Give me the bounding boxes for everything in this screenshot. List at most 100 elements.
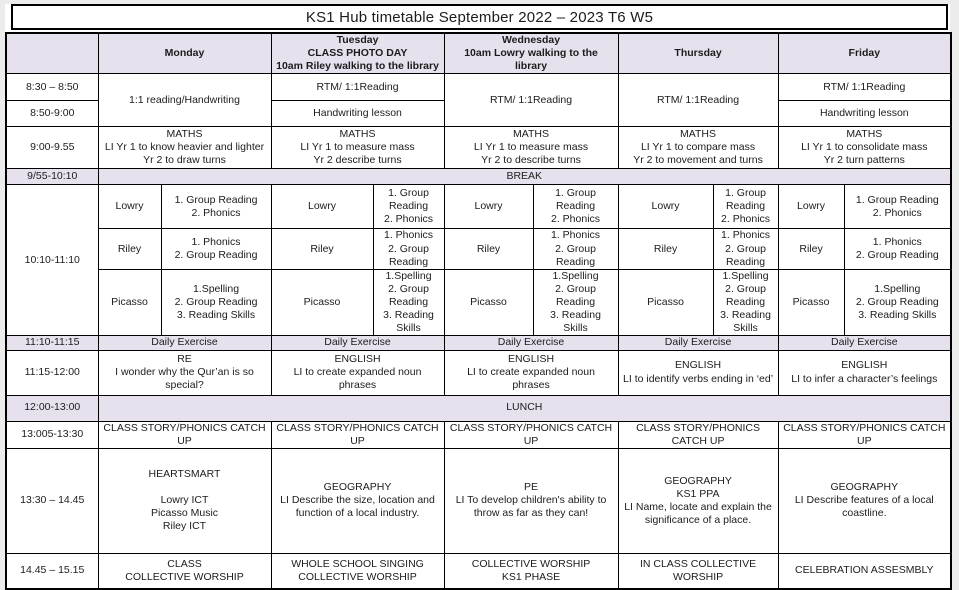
day-note: CLASS PHOTO DAY [307, 47, 408, 60]
text-line: 1. Phonics [721, 229, 771, 242]
subject-label: MATHS [166, 128, 203, 141]
cell-tuesday-picasso-name: Picasso [270, 268, 374, 337]
subject-label: MATHS [513, 128, 550, 141]
text-line: 1. Phonics [384, 229, 434, 242]
cell-thursday-worship: IN CLASS COLLECTIVE WORSHIP [617, 552, 779, 590]
cell-monday-lowry-name: Lowry [97, 184, 162, 230]
cell-thursday-riley-name: Riley [617, 228, 714, 270]
text-line: 3. Reading Skills [550, 309, 601, 335]
text-line: Lowry ICT [160, 494, 209, 507]
timetable-document: KS1 Hub timetable September 2022 – 2023 … [5, 4, 953, 590]
cell-thursday-lowry-name: Lowry [617, 184, 714, 230]
time-cell-1330: 13:30 – 14.45 [5, 447, 99, 554]
text-line: LI Yr 1 to measure mass [300, 141, 415, 154]
cell-friday-riley-name: Riley [777, 228, 845, 270]
cell-thursday-early: RTM/ 1:1Reading [617, 73, 779, 128]
subject-label: GEOGRAPHY [323, 481, 392, 494]
cell-thursday-class-story: CLASS STORY/PHONICS CATCH UP [617, 420, 779, 449]
text-line: I wonder why the Qur’an is so special? [115, 365, 254, 392]
text-line: 2. Phonics [191, 206, 241, 219]
text-line: 2. Group Reading [555, 242, 596, 268]
time-cell-1010: 10:10-11:10 [5, 184, 99, 337]
cell-tuesday-0850: Handwriting lesson [270, 100, 445, 128]
text-line: 1.Spelling [552, 269, 599, 282]
text-line: 2. Phonics [551, 213, 601, 226]
cell-tuesday-maths: MATHS LI Yr 1 to measure mass Yr 2 descr… [270, 126, 445, 170]
cell-wednesday-daily-exercise: Daily Exercise [443, 335, 619, 351]
text-line: 2. Phonics [384, 213, 434, 226]
text-line: 1. Phonics [551, 229, 601, 242]
text-line: 3. Reading Skills [383, 309, 434, 335]
row-0850: 8:50-9:00 Handwriting lesson Handwriting… [5, 100, 952, 128]
text-line: 2. Group Reading [855, 249, 939, 262]
cell-friday-0850: Handwriting lesson [777, 100, 952, 128]
text-line: 1. Group Reading [725, 187, 766, 213]
subject-label: RE [177, 352, 192, 365]
text-line: 2. Group Reading [174, 296, 258, 308]
text-line: CLASS [167, 557, 202, 570]
time-cell-1115: 11:15-12:00 [5, 349, 99, 396]
text-line: Yr 2 describe turns [313, 154, 402, 167]
subject-label: GEOGRAPHY [664, 474, 732, 487]
text-line: Yr 2 turn patterns [823, 154, 905, 167]
cell-wednesday-lowry-name: Lowry [443, 184, 534, 230]
text-line: 2. Group Reading [725, 242, 766, 268]
cell-monday-afternoon: HEARTSMART Lowry ICT Picasso Music Riley… [97, 447, 272, 554]
text-line: Yr 2 to describe turns [481, 154, 581, 167]
row-0900: 9:00-9.55 MATHS LI Yr 1 to know heavier … [5, 126, 952, 170]
text-line: LI to identify verbs ending in ‘ed’ [623, 372, 774, 385]
text-line: LI to infer a character’s feelings [791, 372, 938, 385]
row-daily-exercise: 11:10-11:15 Daily Exercise Daily Exercis… [5, 335, 952, 351]
cell-friday-worship: CELEBRATION ASSESMBLY [777, 552, 952, 590]
subject-label: MATHS [846, 128, 883, 141]
cell-monday-daily-exercise: Daily Exercise [97, 335, 272, 351]
cell-thursday-english: ENGLISH LI to identify verbs ending in ‘… [617, 349, 779, 396]
day-label: Monday [164, 47, 205, 60]
cell-wednesday-picasso-name: Picasso [443, 268, 534, 337]
cell-monday-picasso-activities: 1.Spelling 2. Group Reading 3. Reading S… [160, 268, 272, 337]
cell-tuesday-riley-name: Riley [270, 228, 374, 270]
cell-monday-lowry-activities: 1. Group Reading 2. Phonics [160, 184, 272, 230]
row-lunch: 12:00-13:00 LUNCH [5, 394, 952, 422]
text-line: 2. Group Reading [388, 282, 429, 308]
subject-label: MATHS [680, 128, 717, 141]
cell-thursday-picasso-name: Picasso [617, 268, 714, 337]
cell-friday-lowry-name: Lowry [777, 184, 845, 230]
text-line: KS1 PPA [676, 487, 720, 500]
cell-monday-picasso-name: Picasso [97, 268, 162, 337]
text-line: Riley ICT [162, 520, 207, 533]
text-line: 1.Spelling [192, 282, 240, 295]
subject-label: MATHS [339, 128, 376, 141]
cell-tuesday-0830: RTM/ 1:1Reading [270, 73, 445, 102]
time-cell-1445: 14.45 – 15.15 [5, 552, 99, 590]
cell-monday-worship: CLASS COLLECTIVE WORSHIP [97, 552, 272, 590]
row-worship: 14.45 – 15.15 CLASS COLLECTIVE WORSHIP W… [5, 552, 952, 590]
cell-thursday-afternoon: GEOGRAPHY KS1 PPA LI Name, locate and ex… [617, 447, 779, 554]
cell-friday-class-story: CLASS STORY/PHONICS CATCH UP [777, 420, 952, 449]
cell-friday-picasso-activities: 1.Spelling 2. Group Reading 3. Reading S… [843, 268, 952, 337]
text-line: Yr 2 to draw turns [143, 154, 226, 167]
text-line: IN CLASS COLLECTIVE WORSHIP [639, 557, 757, 583]
day-label: Friday [848, 47, 881, 60]
time-cell-break: 9/55-10:10 [5, 168, 99, 186]
cell-monday-maths: MATHS LI Yr 1 to know heavier and lighte… [97, 126, 272, 170]
header-row: Monday Tuesday CLASS PHOTO DAY 10am Rile… [5, 32, 952, 75]
cell-wednesday-lowry-activities: 1. Group Reading 2. Phonics [532, 184, 619, 230]
text-line: 2. Group Reading [725, 282, 766, 308]
time-cell-0830: 8:30 – 8:50 [5, 73, 99, 102]
page-title-text: KS1 Hub timetable September 2022 – 2023 … [305, 8, 654, 26]
subject-label: ENGLISH [334, 352, 381, 365]
cell-thursday-maths: MATHS LI Yr 1 to compare mass Yr 2 to mo… [617, 126, 779, 170]
row-groups-riley: Riley 1. Phonics 2. Group Reading Riley … [6, 228, 952, 270]
header-friday: Friday [777, 32, 952, 75]
day-note: 10am Riley walking to the library [276, 60, 439, 73]
time-cell-1300: 13:005-13:30 [5, 420, 99, 449]
header-wednesday: Wednesday 10am Lowry walking to the libr… [443, 32, 619, 75]
cell-tuesday-lowry-activities: 1. Group Reading 2. Phonics [372, 184, 445, 230]
row-class-story: 13:005-13:30 CLASS STORY/PHONICS CATCH U… [5, 420, 952, 449]
text-line: LI Yr 1 to consolidate mass [801, 141, 928, 154]
cell-tuesday-riley-activities: 1. Phonics 2. Group Reading [372, 228, 445, 270]
text-line: 3. Reading Skills [720, 309, 771, 335]
row-groups-picasso: Picasso 1.Spelling 2. Group Reading 3. R… [6, 268, 952, 337]
text-line: 1. Group Reading [855, 193, 939, 206]
